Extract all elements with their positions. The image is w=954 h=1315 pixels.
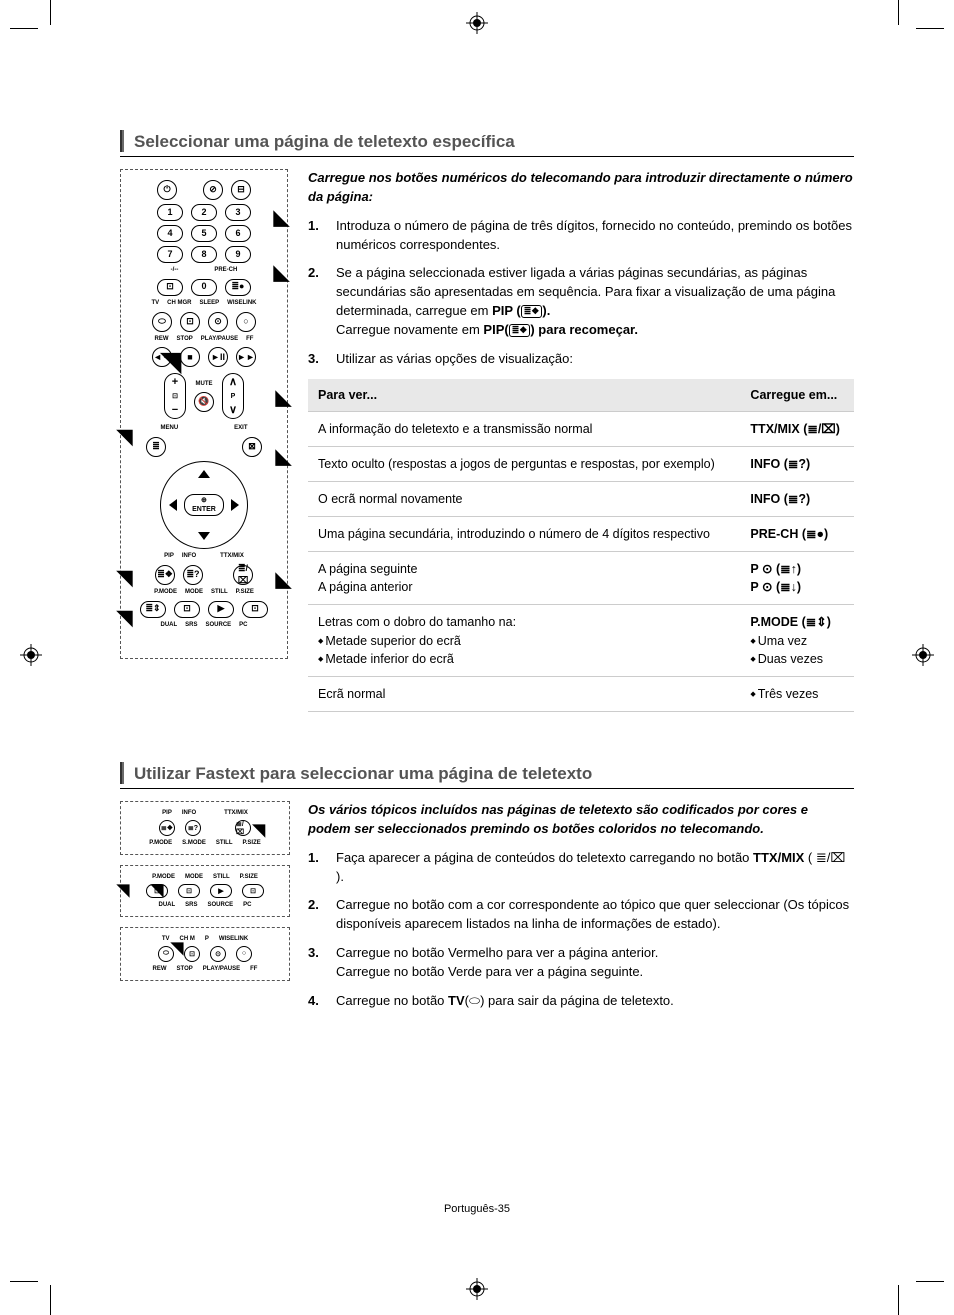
- registration-mark: [466, 1278, 488, 1300]
- step-number: 1.: [308, 849, 336, 887]
- table-cell: INFO (≣?): [740, 446, 854, 481]
- step-text: Introduza o número de página de três díg…: [336, 217, 854, 255]
- registration-mark: [912, 644, 934, 666]
- pointer-arrow-icon: ◣: [276, 444, 291, 469]
- crop-mark: [10, 1281, 38, 1282]
- step-number: 2.: [308, 264, 336, 339]
- pointer-arrow-icon: ◥: [171, 938, 183, 958]
- remote-diagram: ⏻⊘⊟ 123 456 789 -/--PRE-CH ⊡0≣● TVCH MGR…: [120, 169, 288, 659]
- table-cell: Ecrã normal: [308, 676, 740, 711]
- table-cell: A página seguinteA página anterior: [308, 552, 740, 605]
- step-number: 3.: [308, 944, 336, 982]
- pointer-arrow-icon: ◥: [161, 346, 181, 377]
- section-title: Seleccionar uma página de teletexto espe…: [134, 132, 515, 152]
- pointer-arrow-icon: ◥: [117, 605, 132, 630]
- intro-text: Carregue nos botões numéricos do telecom…: [308, 169, 854, 207]
- pointer-arrow-icon: ◣: [274, 205, 289, 230]
- table-cell: Uma página secundária, introduzindo o nú…: [308, 517, 740, 552]
- table-cell: Letras com o dobro do tamanho na:Metade …: [308, 605, 740, 676]
- table-cell: Três vezes: [740, 676, 854, 711]
- pointer-arrow-icon: ◣: [276, 567, 291, 592]
- table-cell: P ⊙ (≣↑)P ⊙ (≣↓): [740, 552, 854, 605]
- remote-diagram-small: P.MODEMODESTILLP.SIZE ⊡⊡▶⊡ DUALSRSSOURCE…: [120, 865, 290, 917]
- table-cell: TTX/MIX (≣/⌧): [740, 411, 854, 446]
- page-content: Seleccionar uma página de teletexto espe…: [45, 30, 909, 1121]
- crop-mark: [50, 1285, 51, 1315]
- pip-icon: ≣❖: [509, 324, 531, 337]
- step-text: Carregue no botão TV(⬭) para sair da pág…: [336, 992, 854, 1011]
- pointer-arrow-icon: ◣: [274, 260, 289, 285]
- pointer-arrow-icon: ◥: [253, 820, 265, 840]
- crop-mark: [50, 0, 51, 25]
- header-accent-bar: [120, 762, 124, 784]
- crop-mark: [898, 0, 899, 25]
- pointer-arrow-icon: ◥: [151, 880, 163, 900]
- options-table: Para ver... Carregue em... A informação …: [308, 379, 854, 712]
- crop-mark: [916, 1281, 944, 1282]
- pointer-arrow-icon: ◥: [117, 565, 132, 590]
- page-footer: Português-35: [0, 1203, 954, 1215]
- step-number: 3.: [308, 350, 336, 369]
- section-fastext: Utilizar Fastext para seleccionar uma pá…: [120, 762, 854, 1021]
- table-cell: INFO (≣?): [740, 481, 854, 516]
- remote-diagram-small: PIPINFOTTX/MIX ≣❖≣?≣/⌧ P.MODES.MODESTILL…: [120, 801, 290, 855]
- table-cell: P.MODE (≣⇕)Uma vezDuas vezes: [740, 605, 854, 676]
- pointer-arrow-icon: ◥: [117, 880, 129, 900]
- remote-diagram-small: TVCH MPWISELINK ⬭⊡⊙○ REWSTOPPLAY/PAUSEFF…: [120, 927, 290, 981]
- crop-mark: [898, 1285, 899, 1315]
- step-text: Carregue no botão Vermelho para ver a pá…: [336, 944, 854, 982]
- header-accent-bar: [120, 130, 124, 152]
- intro-text: Os vários tópicos incluídos nas páginas …: [308, 801, 854, 839]
- pointer-arrow-icon: ◥: [117, 424, 132, 449]
- step-text: Carregue no botão com a cor corresponden…: [336, 896, 854, 934]
- registration-mark: [20, 644, 42, 666]
- table-cell: Texto oculto (respostas a jogos de pergu…: [308, 446, 740, 481]
- step-number: 2.: [308, 896, 336, 934]
- step-text: Se a página seleccionada estiver ligada …: [336, 264, 854, 339]
- step-text: Faça aparecer a página de conteúdos do t…: [336, 849, 854, 887]
- registration-mark: [466, 12, 488, 34]
- crop-mark: [916, 28, 944, 29]
- table-cell: O ecrã normal novamente: [308, 481, 740, 516]
- table-cell: PRE-CH (≣●): [740, 517, 854, 552]
- table-cell: A informação do teletexto e a transmissã…: [308, 411, 740, 446]
- step-text: Utilizar as várias opções de visualizaçã…: [336, 350, 854, 369]
- pip-icon: ≣❖: [521, 305, 543, 318]
- pointer-arrow-icon: ◣: [276, 385, 291, 410]
- section-teletext-page: Seleccionar uma página de teletexto espe…: [120, 130, 854, 712]
- step-number: 1.: [308, 217, 336, 255]
- table-header: Carregue em...: [740, 379, 854, 412]
- table-header: Para ver...: [308, 379, 740, 412]
- step-number: 4.: [308, 992, 336, 1011]
- section-title: Utilizar Fastext para seleccionar uma pá…: [134, 764, 592, 784]
- crop-mark: [10, 28, 38, 29]
